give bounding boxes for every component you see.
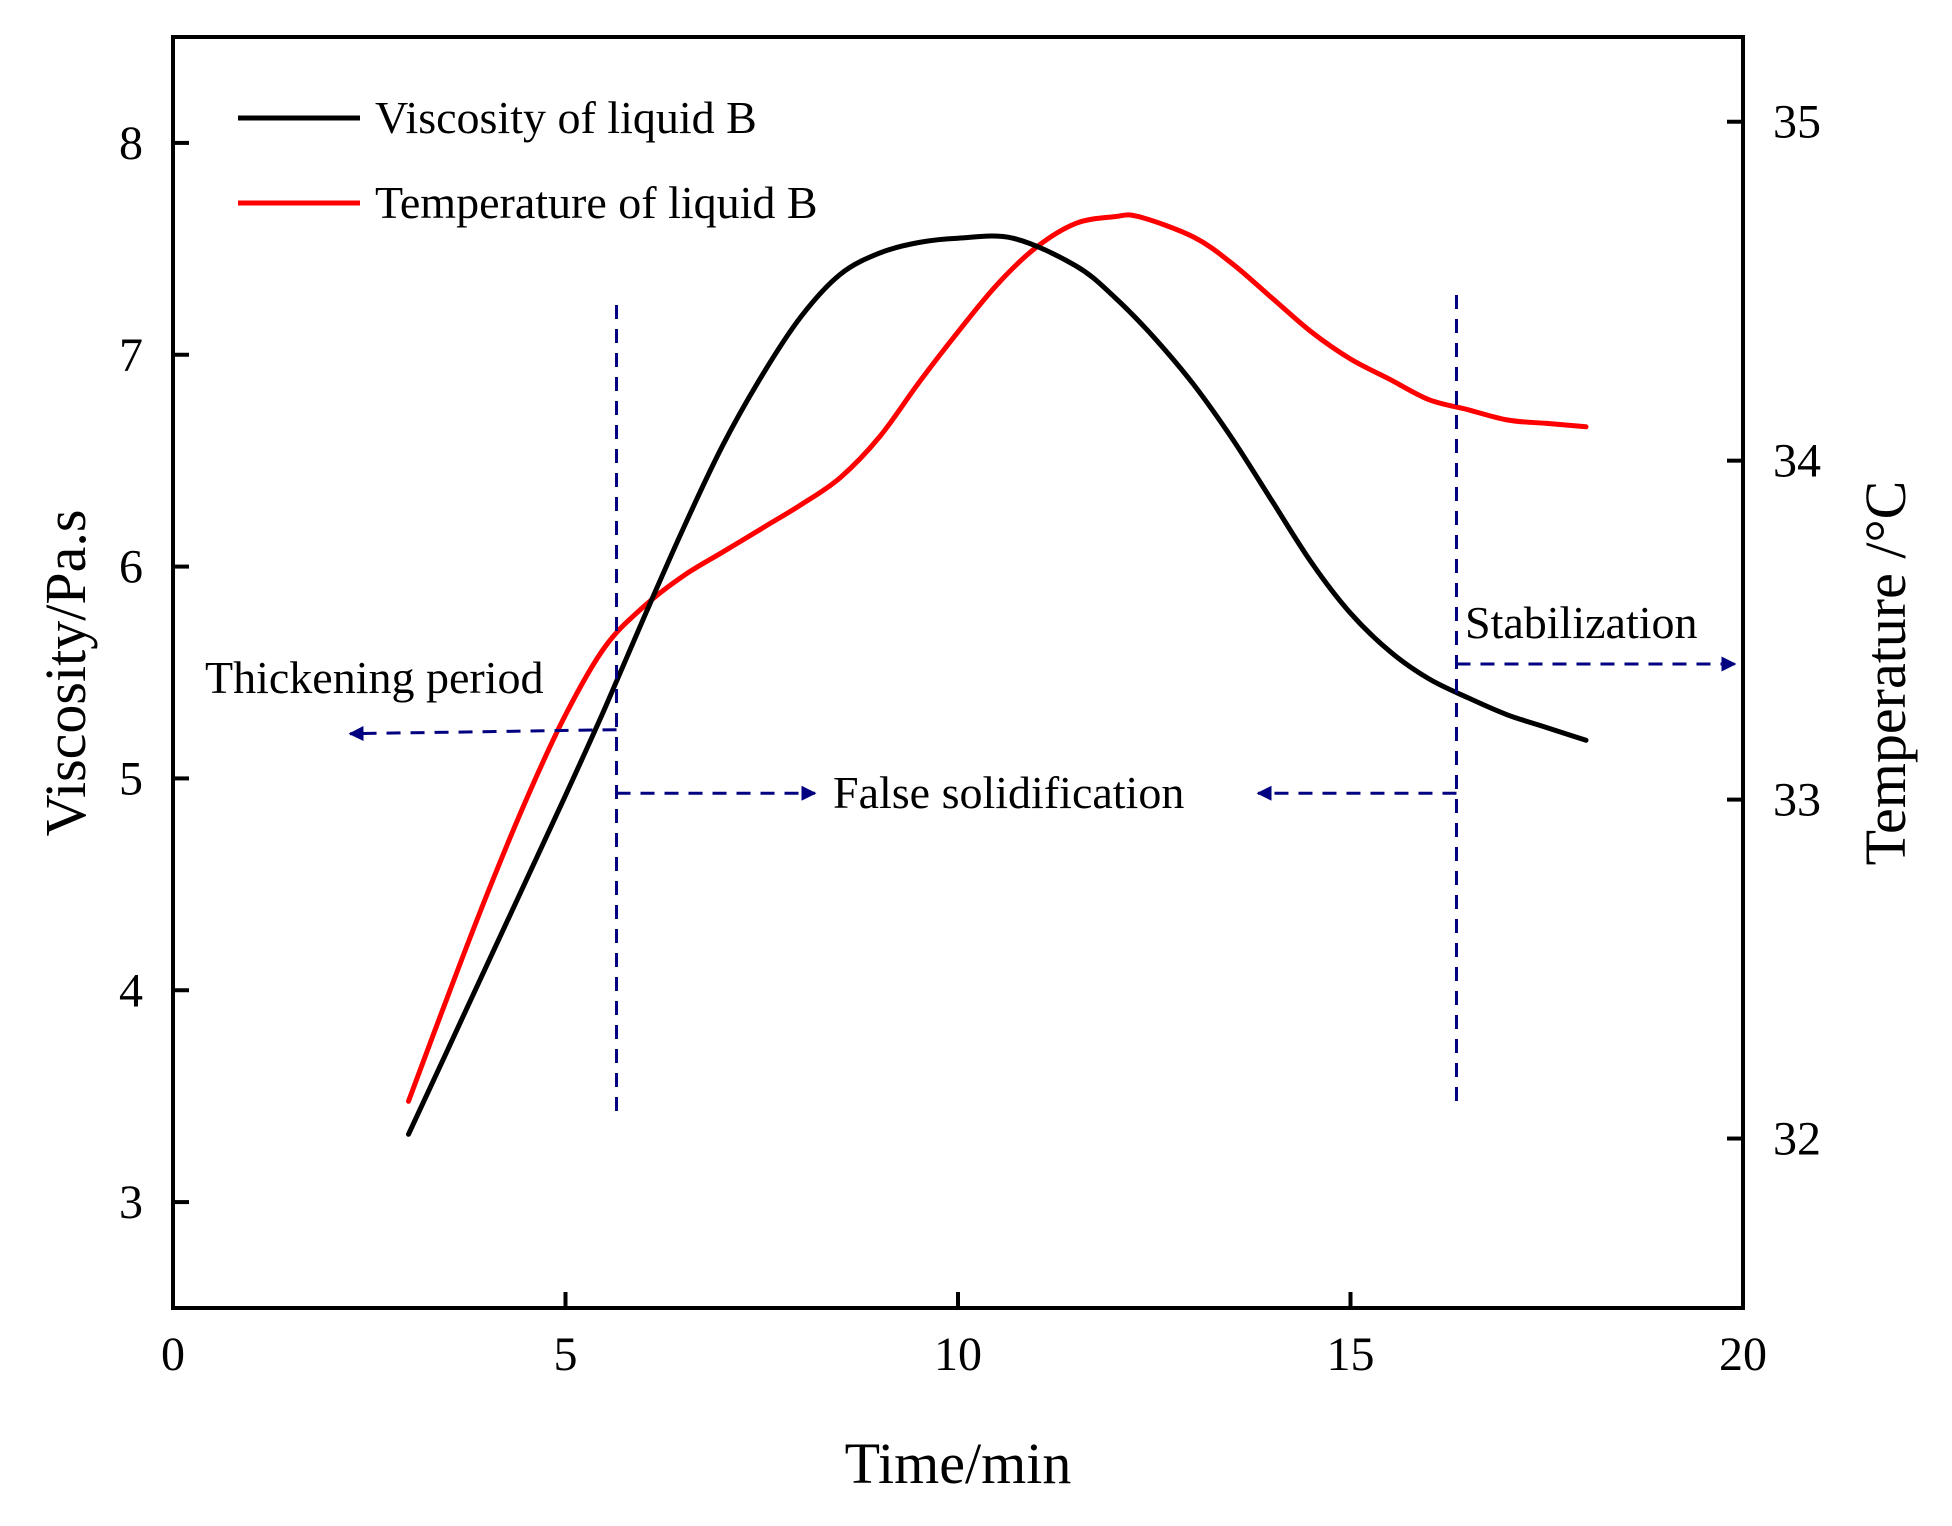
y-left-tick-label: 8 (119, 117, 143, 170)
x-axis-label: Time/min (845, 1431, 1072, 1496)
plot-frame (171, 35, 1745, 1310)
legend-label-viscosity: Viscosity of liquid B (375, 92, 757, 143)
y-right-tick-label: 32 (1773, 1113, 1821, 1166)
legend: Viscosity of liquid B Temperature of liq… (238, 92, 818, 228)
x-tick-label: 20 (1719, 1328, 1767, 1381)
annotation-layer: Thickening period False solidification S… (205, 295, 1737, 1115)
y-right-tick-label: 34 (1773, 435, 1821, 488)
false-solidification-label: False solidification (833, 767, 1184, 818)
temperature-line (406, 212, 1589, 1104)
y-left-tick-label: 5 (119, 752, 143, 805)
thickening-arrow (348, 725, 617, 741)
y-axis-left-label: Viscosity/Pa.s (33, 510, 98, 837)
y-left-tick-label: 3 (119, 1176, 143, 1229)
stabilization-label: Stabilization (1465, 597, 1698, 648)
x-tick-label: 5 (554, 1328, 578, 1381)
series-layer (406, 212, 1589, 1137)
viscosity-line (406, 233, 1589, 1137)
y-right-tick-label: 33 (1773, 774, 1821, 827)
x-tick-label: 0 (161, 1328, 185, 1381)
legend-label-temperature: Temperature of liquid B (375, 177, 818, 228)
thickening-label: Thickening period (205, 652, 544, 703)
y-right-tick-label: 35 (1773, 96, 1821, 149)
y-left-tick-label: 6 (119, 541, 143, 594)
y-left-tick-label: 7 (119, 329, 143, 382)
x-tick-label: 10 (934, 1328, 982, 1381)
y-axis-right-label: Temperature /°C (1853, 481, 1918, 866)
x-tick-label: 15 (1327, 1328, 1375, 1381)
y-left-tick-label: 4 (119, 964, 143, 1017)
